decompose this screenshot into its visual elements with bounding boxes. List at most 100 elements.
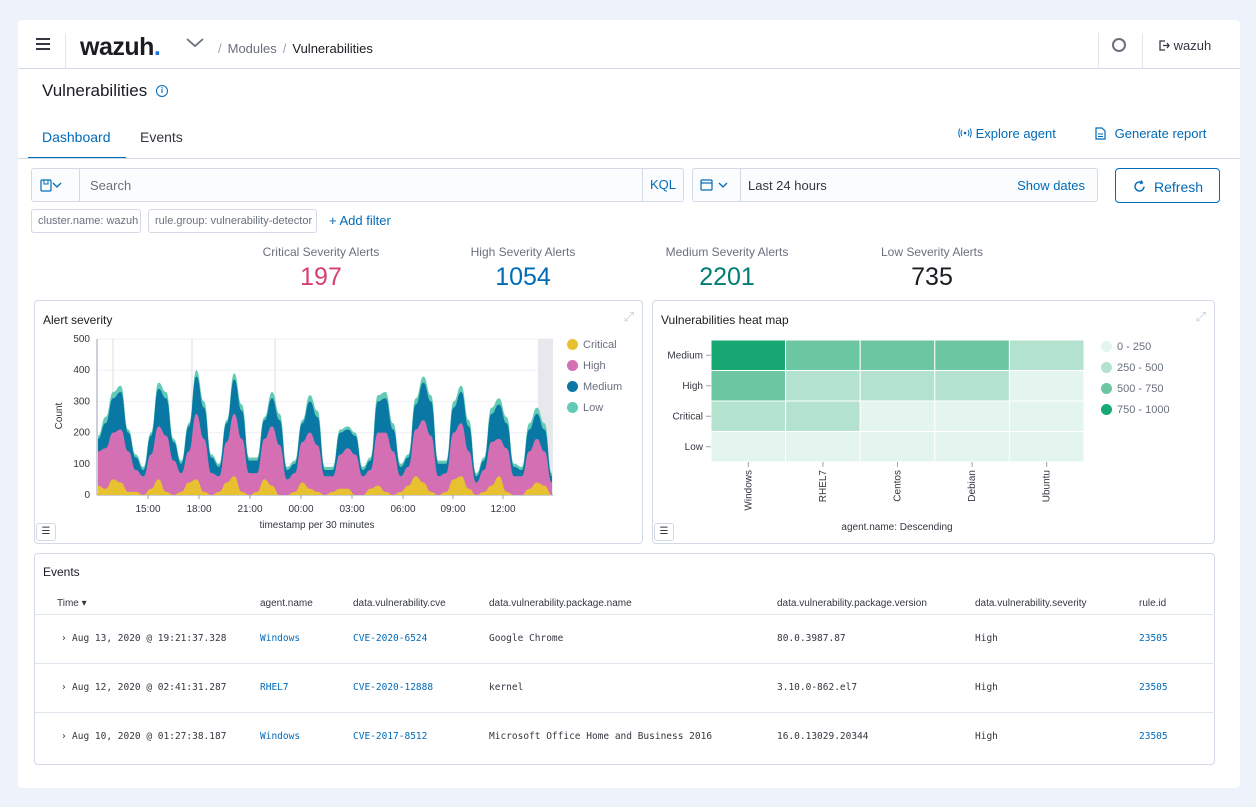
column-header[interactable]: data.vulnerability.severity (975, 598, 1087, 609)
cell-rule[interactable]: 23505 (1139, 633, 1168, 644)
cell-rule[interactable]: 23505 (1139, 682, 1168, 693)
heatmap-cell[interactable] (1008, 370, 1085, 402)
area-series-high[interactable] (98, 413, 552, 495)
table-row[interactable]: › Aug 10, 2020 @ 01:27:38.187 Windows CV… (35, 712, 1213, 761)
legend-item[interactable]: 250 - 500 (1101, 357, 1170, 378)
app-window: wazuh. / Modules / Vulnerabilities wazuh Vu… (18, 20, 1240, 788)
heatmap-cell[interactable] (859, 370, 936, 402)
user-menu[interactable]: wazuh (1159, 38, 1211, 53)
legend-item[interactable]: Medium (567, 376, 622, 397)
cell-cve[interactable]: CVE-2017-8512 (353, 731, 428, 742)
x-tick-label: Windows (743, 470, 754, 511)
heatmap-cell[interactable] (785, 339, 861, 371)
date-picker: Last 24 hours Show dates (692, 168, 1098, 202)
metric-value: 1054 (495, 263, 551, 291)
column-header[interactable]: data.vulnerability.cve (353, 598, 446, 609)
tab-events[interactable]: Events (140, 129, 183, 145)
legend-item[interactable]: 750 - 1000 (1101, 399, 1170, 420)
expand-icon[interactable]: ⤢ (1195, 309, 1206, 324)
cell-agent[interactable]: Windows (260, 633, 301, 644)
column-header[interactable]: agent.name (260, 598, 313, 609)
legend-item[interactable]: 500 - 750 (1101, 378, 1170, 399)
heatmap-cell[interactable] (934, 339, 1010, 371)
x-tick-label: 21:00 (237, 504, 262, 515)
filter-pill[interactable]: rule.group: vulnerability-detector (148, 209, 317, 233)
heatmap-cell[interactable] (710, 400, 787, 432)
cell-severity: High (975, 682, 998, 693)
heatmap-panel: Vulnerabilities heat map ⤢ Medium High Cri… (652, 300, 1215, 544)
heatmap-cell[interactable] (934, 400, 1010, 432)
expand-row-icon[interactable]: › (61, 682, 67, 693)
generate-report-link[interactable]: Generate report (1095, 126, 1206, 141)
cell-agent[interactable]: RHEL7 (260, 682, 289, 693)
filter-pill[interactable]: cluster.name: wazuh (31, 209, 141, 233)
expand-icon[interactable]: ⤢ (623, 309, 634, 324)
cell-rule[interactable]: 23505 (1139, 731, 1168, 742)
show-dates-link[interactable]: Show dates (1017, 178, 1085, 193)
cell-cve[interactable]: CVE-2020-6524 (353, 633, 428, 644)
panel-title: Events (43, 565, 80, 579)
expand-row-icon[interactable]: › (61, 633, 67, 644)
info-icon[interactable]: i (156, 85, 168, 97)
heatmap-cell[interactable] (710, 431, 787, 463)
kql-toggle[interactable]: KQL (642, 169, 683, 201)
table-row[interactable]: › Aug 13, 2020 @ 19:21:37.328 Windows CV… (35, 614, 1213, 663)
x-axis-label: timestamp per 30 minutes (259, 520, 374, 531)
heatmap-cell[interactable] (859, 339, 936, 371)
area-series-critical[interactable] (98, 476, 552, 495)
legend-item[interactable]: High (567, 355, 622, 376)
heatmap-cell[interactable] (1008, 431, 1085, 463)
heatmap-cell[interactable] (859, 400, 936, 432)
top-bar: wazuh. / Modules / Vulnerabilities wazuh (18, 20, 1240, 69)
heatmap-cell[interactable] (934, 370, 1010, 402)
cell-time: Aug 12, 2020 @ 02:41:31.287 (72, 682, 227, 693)
cell-cve[interactable]: CVE-2020-12888 (353, 682, 434, 693)
x-tick-label: RHEL7 (818, 470, 829, 503)
cell-time: Aug 10, 2020 @ 01:27:38.187 (72, 731, 227, 742)
help-icon[interactable] (1112, 38, 1126, 52)
heatmap-cell[interactable] (710, 339, 787, 371)
legend-item[interactable]: 0 - 250 (1101, 336, 1170, 357)
metric-label: Low Severity Alerts (880, 245, 984, 259)
heatmap-cell[interactable] (785, 431, 861, 463)
add-filter-button[interactable]: + Add filter (329, 213, 391, 228)
y-tick-label: Critical (672, 411, 703, 422)
tab-dashboard[interactable]: Dashboard (28, 119, 126, 159)
saved-query-menu[interactable] (32, 169, 80, 201)
table-row[interactable]: › Aug 12, 2020 @ 02:41:31.287 RHEL7 CVE-… (35, 663, 1213, 712)
menu-icon[interactable] (36, 38, 52, 50)
refresh-icon (1134, 180, 1145, 192)
breadcrumb-modules[interactable]: Modules (227, 41, 277, 56)
search-input[interactable]: Search (90, 178, 132, 193)
column-header[interactable]: data.vulnerability.package.name (489, 598, 632, 609)
legend-toggle-icon[interactable]: ☰ (654, 523, 674, 541)
expand-row-icon[interactable]: › (61, 731, 67, 742)
explore-agent-link[interactable]: Explore agent (958, 126, 1056, 141)
breadcrumb-vulnerabilities: Vulnerabilities (292, 41, 373, 56)
heatmap-cell[interactable] (1008, 400, 1085, 432)
area-series-medium[interactable] (98, 376, 552, 495)
column-header[interactable]: rule.id (1139, 598, 1167, 609)
heatmap-cell[interactable] (1008, 339, 1085, 371)
x-tick-label: 06:00 (390, 504, 415, 515)
chart-legend: Critical High Medium Low (567, 334, 622, 418)
column-header[interactable]: data.vulnerability.package.version (777, 598, 927, 609)
events-panel: Events Time ▾ agent.name data.vulnerabil… (34, 553, 1215, 765)
heatmap-cell[interactable] (710, 370, 787, 402)
column-header-time[interactable]: Time ▾ (57, 598, 87, 609)
wazuh-logo[interactable]: wazuh. (80, 33, 161, 61)
quick-select-button[interactable] (693, 169, 741, 201)
metric-value: 735 (911, 263, 953, 291)
legend-toggle-icon[interactable]: ☰ (36, 523, 56, 541)
time-range-value[interactable]: Last 24 hours (748, 178, 827, 193)
page-title: Vulnerabilities (42, 81, 148, 100)
heatmap-cell[interactable] (859, 431, 936, 463)
cell-agent[interactable]: Windows (260, 731, 301, 742)
legend-item[interactable]: Critical (567, 334, 622, 355)
heatmap-cell[interactable] (785, 370, 861, 402)
refresh-button[interactable]: Refresh (1115, 168, 1220, 203)
chevron-down-icon[interactable] (186, 37, 204, 49)
legend-item[interactable]: Low (567, 397, 622, 418)
heatmap-cell[interactable] (934, 431, 1010, 463)
heatmap-cell[interactable] (785, 400, 861, 432)
